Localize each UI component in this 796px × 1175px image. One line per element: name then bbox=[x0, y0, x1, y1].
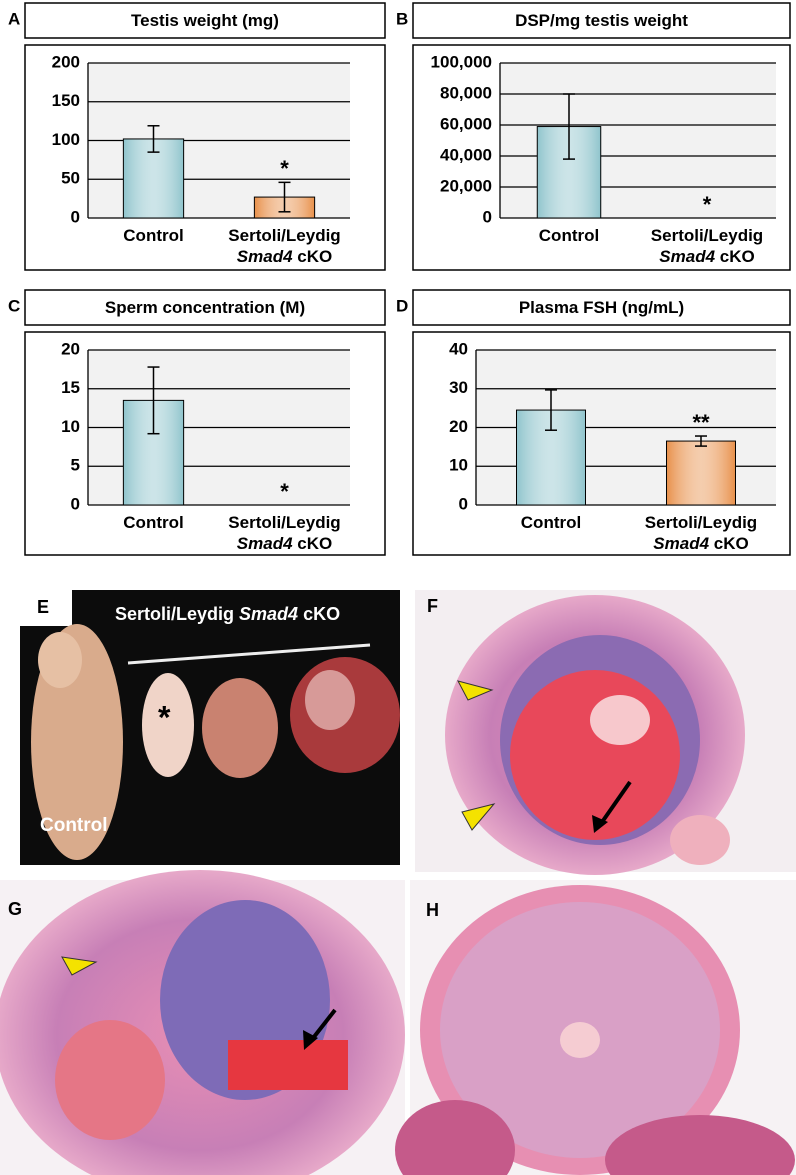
y-tick-label: 15 bbox=[61, 378, 80, 397]
photo-label: Control bbox=[40, 815, 108, 836]
title-box bbox=[412, 289, 791, 326]
x-tick-label: Control bbox=[123, 226, 183, 245]
y-tick-label: 0 bbox=[71, 207, 80, 226]
caption-part: Sertoli/Leydig bbox=[115, 604, 239, 624]
y-tick-label: 40,000 bbox=[440, 145, 492, 164]
caption-part: Smad4 bbox=[239, 604, 298, 624]
histology-f bbox=[415, 590, 796, 875]
panel-label: C bbox=[8, 296, 20, 315]
y-tick-label: 30 bbox=[449, 378, 468, 397]
y-tick-label: 20,000 bbox=[440, 176, 492, 195]
category-line: Smad4 cKO bbox=[237, 247, 332, 266]
y-tick-label: 20 bbox=[61, 339, 80, 358]
x-tick-label: Sertoli/Leydig Smad4 cKO bbox=[651, 226, 763, 266]
photo-marker: * bbox=[158, 699, 171, 735]
y-tick-label: 100 bbox=[52, 130, 80, 149]
y-tick-label: 10 bbox=[449, 456, 468, 475]
y-tick-label: 5 bbox=[71, 456, 80, 475]
panel-label: B bbox=[396, 9, 408, 28]
x-tick-label: Control bbox=[521, 513, 581, 532]
category-line: Smad4 cKO bbox=[659, 247, 754, 266]
bar bbox=[666, 440, 736, 506]
y-tick-label: 20 bbox=[449, 417, 468, 436]
histology-h bbox=[395, 880, 796, 1175]
significance: * bbox=[280, 479, 289, 504]
panel-label: H bbox=[426, 900, 439, 920]
y-tick-label: 60,000 bbox=[440, 114, 492, 133]
photo-caption: Sertoli/Leydig Smad4 cKO bbox=[115, 604, 340, 624]
panel-label: G bbox=[8, 899, 22, 919]
chart-title: DSP/mg testis weight bbox=[515, 11, 688, 30]
category-line: Control bbox=[521, 513, 581, 532]
x-tick-label: Sertoli/Leydig Smad4 cKO bbox=[645, 513, 757, 553]
category-italic: Smad4 bbox=[659, 247, 715, 266]
histology-g bbox=[0, 870, 405, 1175]
y-tick-label: 50 bbox=[61, 169, 80, 188]
category-line: Sertoli/Leydig bbox=[645, 513, 757, 532]
y-tick-label: 10 bbox=[61, 417, 80, 436]
category-line: Smad4 cKO bbox=[237, 534, 332, 553]
significance: ** bbox=[692, 410, 710, 435]
category-line: Sertoli/Leydig bbox=[228, 513, 340, 532]
y-tick-label: 150 bbox=[52, 91, 80, 110]
chart-title: Testis weight (mg) bbox=[131, 11, 279, 30]
category-italic: Smad4 bbox=[237, 534, 293, 553]
y-tick-label: 40 bbox=[449, 339, 468, 358]
panel-label: E bbox=[37, 597, 49, 617]
significance: * bbox=[280, 156, 289, 181]
y-tick-label: 80,000 bbox=[440, 83, 492, 102]
y-tick-label: 0 bbox=[459, 494, 468, 513]
category-line: Control bbox=[123, 513, 183, 532]
panel-label: F bbox=[427, 596, 438, 616]
y-tick-label: 100,000 bbox=[431, 52, 492, 71]
y-tick-label: 200 bbox=[52, 52, 80, 71]
panel-label: D bbox=[396, 296, 408, 315]
significance: * bbox=[703, 192, 712, 217]
category-line: Sertoli/Leydig bbox=[651, 226, 763, 245]
title-box bbox=[412, 2, 791, 39]
title-box bbox=[24, 289, 386, 326]
x-tick-label: Sertoli/Leydig Smad4 cKO bbox=[228, 513, 340, 553]
category-line: Sertoli/Leydig bbox=[228, 226, 340, 245]
title-box bbox=[24, 2, 386, 39]
x-tick-label: Control bbox=[123, 513, 183, 532]
chart-title: Sperm concentration (M) bbox=[105, 298, 305, 317]
y-tick-label: 0 bbox=[71, 494, 80, 513]
x-tick-label: Control bbox=[539, 226, 599, 245]
category-italic: Smad4 bbox=[237, 247, 293, 266]
category-line: Control bbox=[123, 226, 183, 245]
category-italic: Smad4 bbox=[653, 534, 709, 553]
photo-e bbox=[20, 590, 400, 865]
category-line: Control bbox=[539, 226, 599, 245]
x-tick-label: Sertoli/Leydig Smad4 cKO bbox=[228, 226, 340, 266]
y-tick-label: 0 bbox=[483, 207, 492, 226]
caption-part: cKO bbox=[298, 604, 340, 624]
chart-title: Plasma FSH (ng/mL) bbox=[519, 298, 684, 317]
panel-label: A bbox=[8, 9, 20, 28]
category-line: Smad4 cKO bbox=[653, 534, 748, 553]
